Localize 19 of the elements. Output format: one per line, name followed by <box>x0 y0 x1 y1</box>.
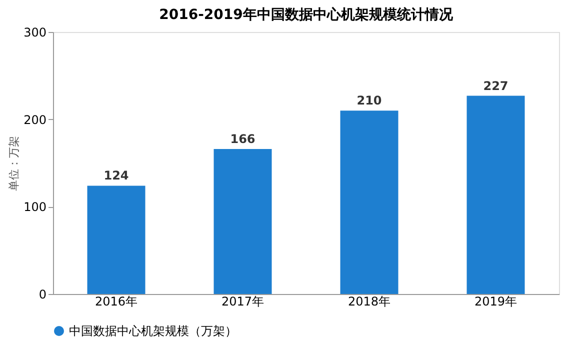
x-tick-label: 2017年 <box>221 294 264 308</box>
legend-label: 中国数据中心机架规模（万架） <box>69 324 237 338</box>
y-tick-label: 300 <box>24 26 46 40</box>
y-tick-label: 0 <box>38 288 46 302</box>
bar <box>340 110 398 294</box>
y-axis-title: 单位：万架 <box>8 136 21 191</box>
y-tick-label: 100 <box>24 200 46 214</box>
data-label: 210 <box>356 94 382 108</box>
y-tick-label: 200 <box>24 112 46 127</box>
data-label: 227 <box>483 78 508 93</box>
bar <box>214 149 272 294</box>
x-tick-label: 2018年 <box>348 294 391 308</box>
bar <box>466 96 525 294</box>
chart-title: 2016-2019年中国数据中心机架规模统计情况 <box>159 6 454 23</box>
data-label: 124 <box>104 168 129 183</box>
x-tick-label: 2019年 <box>474 294 518 308</box>
bar <box>87 186 146 294</box>
x-tick-label: 2016年 <box>94 294 138 308</box>
data-label: 166 <box>230 132 256 146</box>
